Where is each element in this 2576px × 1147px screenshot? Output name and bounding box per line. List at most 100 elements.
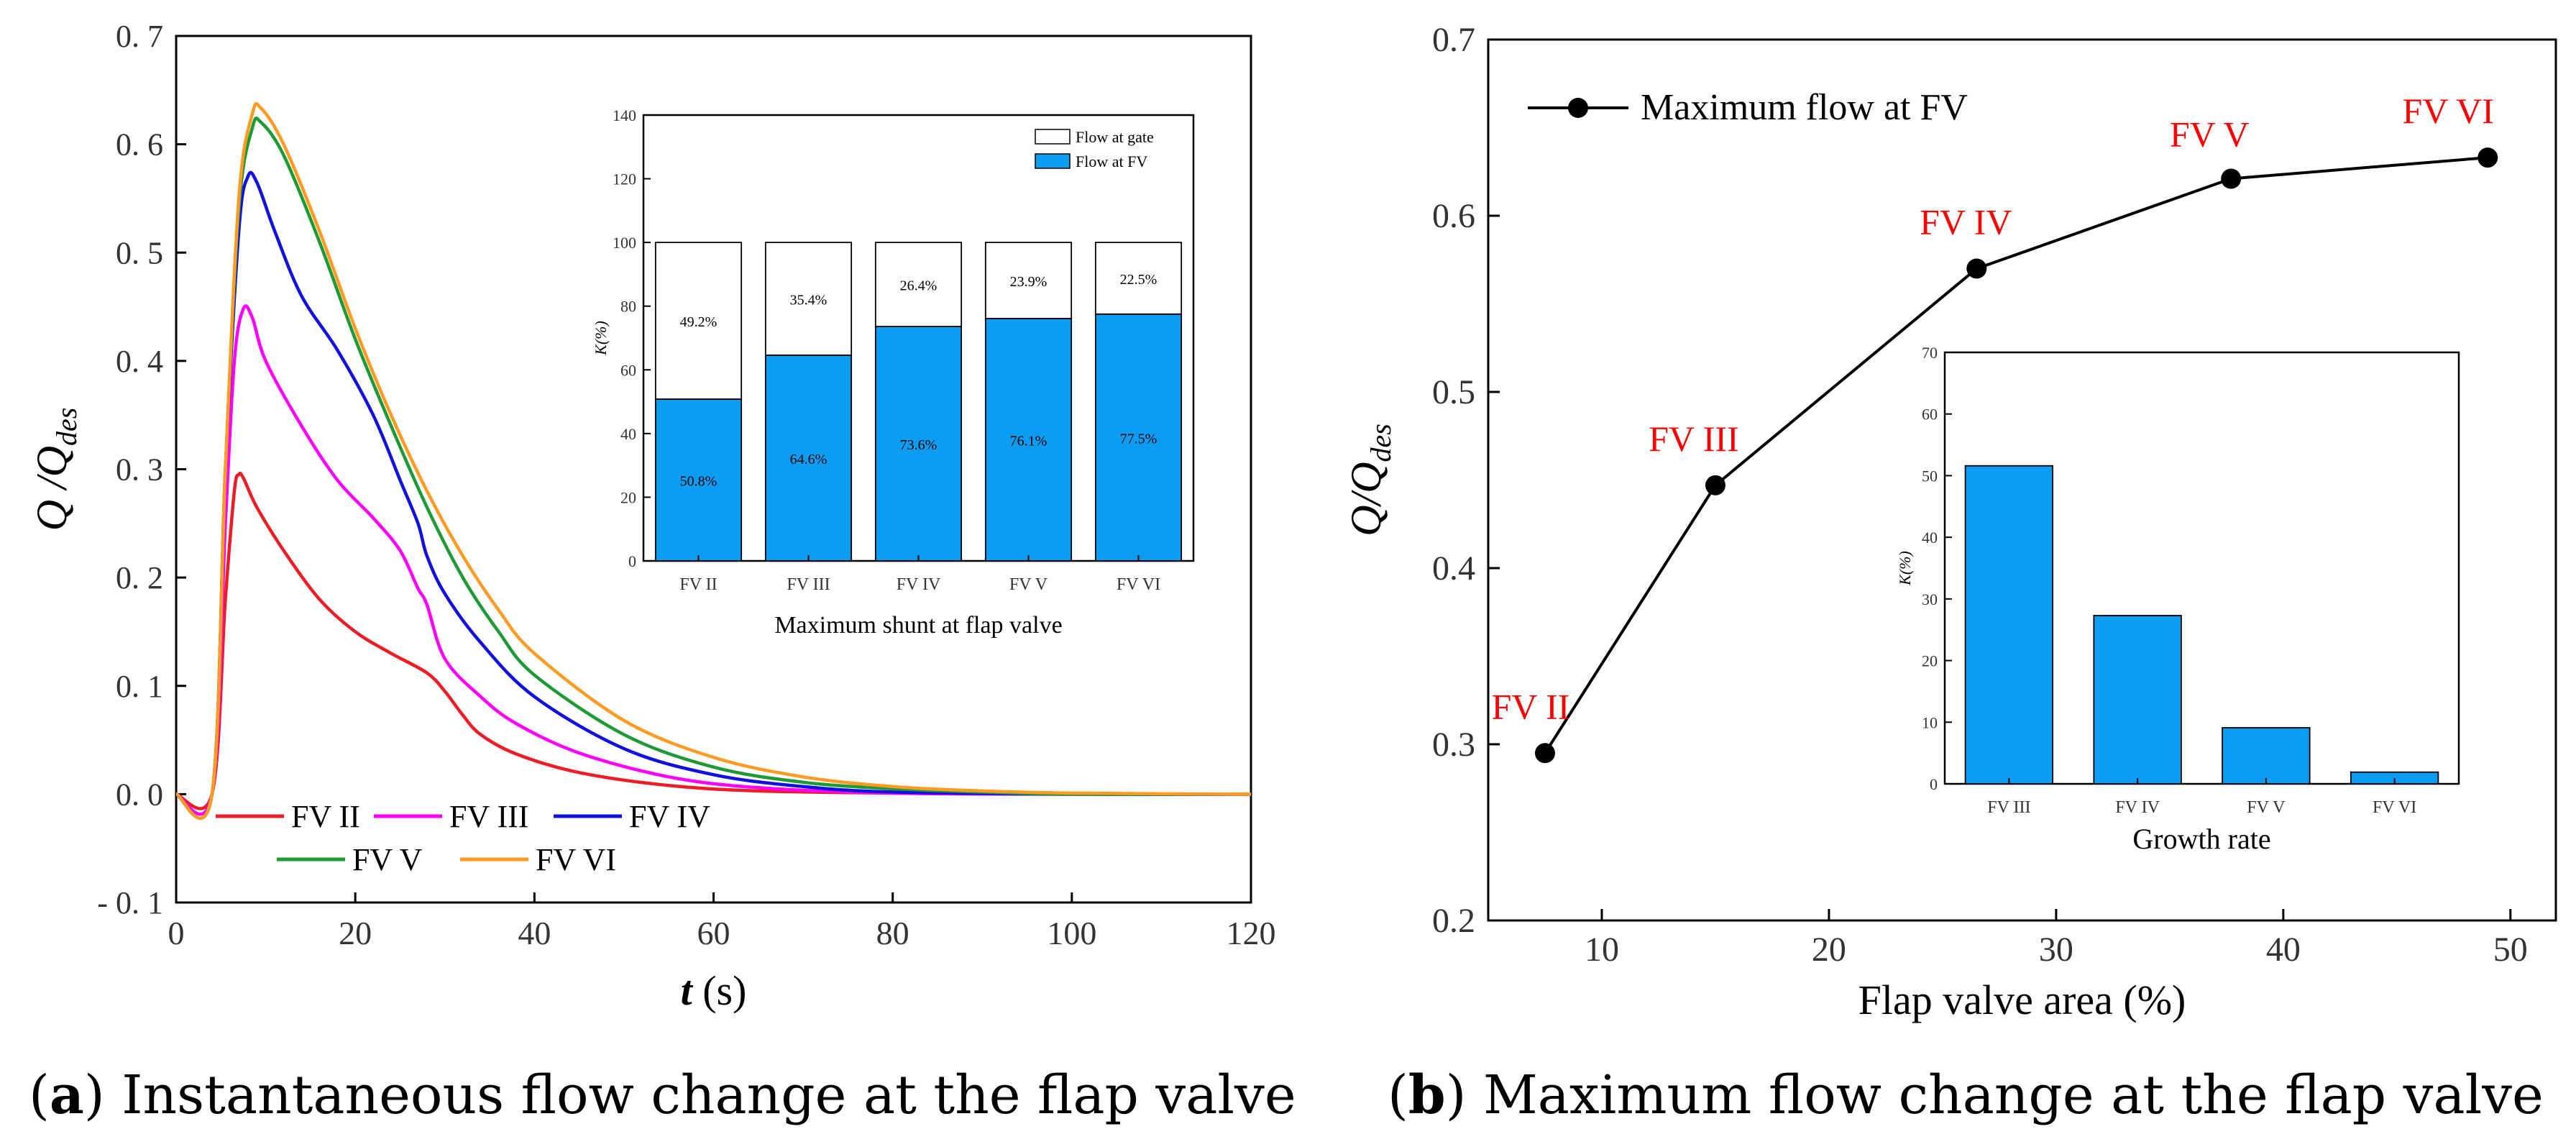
y-tick-label: 0. 5 [116, 235, 163, 270]
legend-swatch-marker [1568, 98, 1588, 118]
inset-bar-segment [764, 242, 853, 356]
inset-y-tick-label: 10 [1922, 713, 1938, 731]
inset-y-tick-label: 30 [1922, 590, 1938, 608]
inset-x-tick-label: FV VI [2373, 798, 2416, 817]
point-label: FV IV [1920, 202, 2012, 242]
inset-y-tick-label: 0 [628, 552, 636, 570]
y-axis-label: Q/Qdes [1342, 424, 1397, 536]
inset-bar-label: 50.8% [680, 474, 718, 490]
inset-bar-segment [654, 398, 743, 562]
caption-b-letter: b [1408, 1064, 1446, 1126]
inset-bar-label: 35.4% [790, 293, 828, 309]
chart-b: 10 20 30 40 50 0.2 0.3 0.4 0.5 0.6 0.7 Flap valve a… [1342, 21, 2557, 1023]
data-point [2478, 147, 2498, 168]
inset-legend-swatch [1035, 153, 1071, 169]
x-tick-label: 40 [518, 915, 551, 951]
point-label: FV VI [2403, 91, 2494, 131]
legend-label: Maximum flow at FV [1641, 87, 1968, 128]
inset-bar-segment [764, 355, 853, 562]
x-tick-label: 120 [1227, 915, 1276, 951]
inset-x-tick-label: FV III [1987, 798, 2030, 817]
point-label: FV V [2170, 114, 2250, 155]
y-axis-label: Q /Qdes [28, 408, 83, 531]
inset-bar-label: 23.9% [1010, 274, 1048, 290]
inset-bar-label: 73.6% [900, 437, 938, 453]
series-line-fv-iii [175, 304, 1252, 816]
y-tick-label: 0. 1 [116, 669, 163, 704]
inset-bar [2222, 727, 2311, 785]
caption-a: (a) Instantaneous flow change at the fla… [29, 1064, 1296, 1126]
inset-x-tick-label: FV IV [2115, 798, 2160, 817]
x-tick-label: 50 [2493, 931, 2528, 969]
inset-bar-segment [984, 242, 1073, 319]
inset-bar-label: 76.1% [1010, 433, 1048, 449]
x-axis-label: t (s) [681, 967, 747, 1014]
x-tick-label: 60 [697, 915, 730, 951]
legend-label: FV III [449, 799, 528, 834]
inset-x-tick-label: FV IV [897, 575, 941, 594]
inset-bar-label: 77.5% [1120, 431, 1158, 447]
data-point [2221, 168, 2242, 189]
inset-y-axis-label: K(%) [592, 321, 610, 356]
inset-x-axis-label: Maximum shunt at flap valve [774, 612, 1062, 639]
x-tick-label: 40 [2266, 931, 2301, 969]
y-tick-label: 0.7 [1432, 21, 1475, 59]
x-tick-label: 0 [168, 915, 185, 951]
inset-stacked-bar: 0 20 40 60 80 100 120 140 K(%) 50.8% 49.2% FV II 64.… [592, 106, 1195, 639]
series-line-fv-vi [175, 101, 1252, 820]
x-tick-label: 10 [1585, 931, 1619, 969]
x-tick-label: 30 [2039, 931, 2073, 969]
inset-bar-segment [984, 318, 1073, 562]
inset-y-tick-label: 140 [613, 106, 636, 124]
legend-label: FV VI [536, 842, 616, 877]
y-tick-label: 0. 0 [116, 777, 163, 812]
inset-y-tick-label: 60 [620, 361, 636, 379]
inset-legend-label: Flow at FV [1076, 152, 1147, 170]
inset-y-tick-label: 100 [613, 234, 636, 252]
data-point [1534, 743, 1555, 764]
inset-bar-segment [1094, 242, 1183, 315]
inset-bar-chart: 0 10 20 30 40 50 60 70 K(%) FV III FV IV FV V FV VI G… [1896, 344, 2460, 855]
caption-b-text: Maximum flow change at the flap valve [1483, 1064, 2544, 1126]
point-label: FV II [1492, 686, 1570, 726]
inset-y-tick-label: 60 [1922, 406, 1938, 424]
inset-y-tick-label: 40 [620, 425, 636, 443]
data-point [1966, 258, 1987, 279]
x-tick-label: 100 [1047, 915, 1096, 951]
caption-a-letter: a [49, 1064, 84, 1126]
inset-x-tick-label: FV II [679, 575, 717, 594]
inset-x-tick-label: FV III [787, 575, 830, 594]
inset-bar-label: 64.6% [790, 452, 828, 467]
y-tick-label: 0. 7 [116, 19, 163, 54]
legend-label: FV II [291, 799, 360, 834]
y-tick-label: 0. 4 [116, 344, 163, 379]
legend-label: FV IV [629, 799, 710, 834]
inset-legend-swatch [1035, 129, 1071, 145]
inset-legend-label: Flow at gate [1076, 128, 1154, 146]
legend: FV II FV III FV IV FV V FV VI [216, 799, 710, 877]
inset-y-tick-label: 20 [620, 488, 636, 506]
inset-y-tick-label: 70 [1922, 344, 1938, 362]
y-tick-label: 0.5 [1432, 373, 1475, 411]
inset-bar-segment [654, 242, 743, 400]
y-tick-label: 0. 3 [116, 452, 163, 488]
chart-a: 0 20 40 60 80 100 120 0. 7 0. 6 0. 5 0. 4 0. 3 0. 2 0… [28, 19, 1276, 1014]
x-axis-label: Flap valve area (%) [1858, 977, 2186, 1023]
plot-frame [1487, 38, 2557, 922]
caption-b: (b) Maximum flow change at the flap valv… [1388, 1064, 2544, 1126]
y-tick-label: 0.3 [1432, 726, 1475, 764]
inset-y-tick-label: 40 [1922, 529, 1938, 547]
point-label: FV III [1649, 419, 1738, 459]
inset-bar-segment [874, 326, 963, 562]
inset-bar-segment [1094, 313, 1183, 562]
y-tick-label: 0.6 [1432, 197, 1475, 235]
y-tick-label: 0.4 [1432, 549, 1475, 588]
inset-x-axis-label: Growth rate [2132, 823, 2270, 855]
inset-bar-label: 26.4% [900, 278, 938, 294]
x-tick-label: 20 [1812, 931, 1846, 969]
inset-bar-label: 22.5% [1120, 272, 1158, 288]
inset-y-axis-label: K(%) [1896, 551, 1914, 586]
inset-bar-segment [874, 242, 963, 327]
inset-x-tick-label: FV V [2247, 798, 2286, 817]
